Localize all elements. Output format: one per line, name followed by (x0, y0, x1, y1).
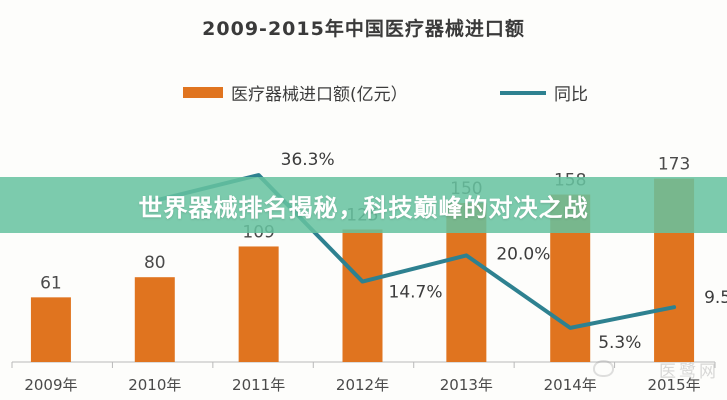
legend-line-swatch-icon (500, 90, 546, 95)
legend-label-line: 同比 (554, 85, 588, 105)
bar-value-label: 61 (40, 273, 62, 293)
chart-svg: 618010912515015817336.3%14.7%20.0%5.3%9.… (11, 150, 727, 368)
line-value-label: 9.5% (704, 288, 727, 308)
bar (342, 229, 383, 362)
legend-bar-swatch-icon (183, 87, 223, 98)
chart-x-axis: 2009年 2010年 2011年 2012年 2013年 2014年 2015年 (0, 372, 727, 400)
legend-label-bars: 医疗器械进口额(亿元） (231, 85, 408, 105)
line-value-label: 14.7% (389, 283, 443, 303)
overlay-banner-band (0, 177, 727, 233)
bar-value-label: 173 (658, 155, 690, 175)
bar (134, 277, 175, 362)
overlay-headline: 世界器械排名揭秘，科技巅峰的对决之战 (138, 193, 589, 222)
chart-title: 2009-2015年中国医疗器械进口额 (202, 18, 525, 40)
x-axis-label: 2015年 (647, 376, 701, 394)
x-axis-label: 2013年 (439, 376, 493, 394)
x-axis-label: 2012年 (335, 376, 390, 394)
chart-plot-area: 618010912515015817336.3%14.7%20.0%5.3%9.… (0, 104, 727, 372)
line-value-label: 20.0% (496, 244, 550, 264)
watermark-mascot-icon (593, 360, 614, 377)
x-axis-label: 2011年 (232, 376, 286, 394)
x-axis-label: 2009年 (24, 376, 78, 394)
bar (238, 246, 279, 362)
bar (30, 297, 71, 362)
legend-item-line: 同比 (500, 80, 588, 105)
line-value-label: 36.3% (281, 150, 335, 170)
x-axis-label: 2014年 (543, 376, 597, 394)
legend-item-bars: 医疗器械进口额(亿元） (183, 80, 408, 105)
line-value-label: 5.3% (598, 333, 641, 353)
chart-legend: 医疗器械进口额(亿元） 同比 (0, 80, 727, 105)
x-axis-label: 2010年 (128, 376, 182, 394)
bar-value-label: 80 (144, 253, 166, 273)
watermark-text: 医鹭网 (659, 362, 719, 382)
